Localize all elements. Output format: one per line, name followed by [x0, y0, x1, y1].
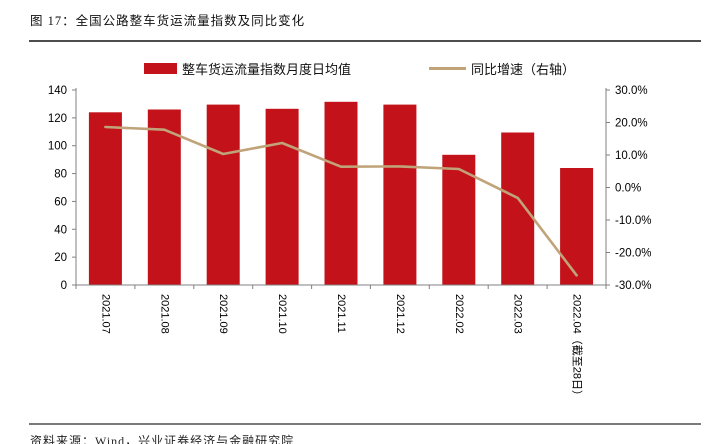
bar-2021.07 — [88, 112, 122, 285]
left-axis-tick-label: 100 — [48, 141, 67, 153]
right-axis-tick-label: -10.0% — [615, 215, 651, 227]
x-axis-category-label: 2022.02 — [453, 294, 465, 334]
right-axis-tick-label: -20.0% — [615, 248, 651, 260]
left-axis-tick-label: 40 — [54, 224, 67, 236]
right-axis-tick-label: -30.0% — [615, 280, 651, 292]
figure-title: 图 17：全国公路整车货运流量指数及同比变化 — [30, 14, 306, 28]
x-axis-category-label: 2022.03 — [512, 294, 524, 334]
right-axis-tick-label: 30.0% — [615, 85, 648, 97]
line-series-swatch — [429, 67, 466, 70]
bar-2022.02 — [442, 154, 476, 285]
bar-2022.04 — [560, 168, 594, 285]
x-axis-category-label: 2021.11 — [335, 294, 347, 333]
right-axis-tick-label: 10.0% — [615, 150, 648, 162]
bar-2021.10 — [265, 108, 299, 285]
line-series-label: 同比增速（右轴） — [471, 62, 576, 77]
legend-item-line-series: 同比增速（右轴） — [429, 59, 575, 78]
x-axis-category-label: 2021.07 — [99, 294, 111, 334]
left-axis-tick-label: 0 — [61, 280, 67, 292]
bar-2021.11 — [324, 101, 358, 285]
source-note: 资料来源：Wind，兴业证券经济与金融研究院 — [30, 434, 295, 444]
yoy-growth-line — [104, 125, 578, 277]
legend-item-bar-series: 整车货运流量指数月度日均值 — [144, 59, 351, 78]
left-axis-tick-label: 20 — [54, 252, 67, 264]
bar-2021.12 — [383, 104, 417, 285]
chart-legend: 整车货运流量指数月度日均值 同比增速（右轴） — [0, 58, 705, 78]
bar-2022.03 — [501, 132, 535, 285]
left-axis-tick-label: 60 — [54, 196, 67, 208]
bar-2021.09 — [206, 104, 240, 285]
right-axis-tick-label: 0.0% — [615, 183, 641, 195]
bar-series-swatch — [144, 63, 177, 74]
x-axis-category-label: 2022.04（截至28日） — [571, 294, 585, 401]
x-axis-category-label: 2021.08 — [158, 294, 170, 334]
x-axis-category-label: 2021.12 — [394, 294, 406, 334]
left-axis-tick-label: 120 — [48, 113, 67, 125]
right-axis-tick-label: 20.0% — [615, 118, 648, 130]
x-axis-category-label: 2021.09 — [217, 294, 229, 334]
left-axis-tick-label: 80 — [54, 169, 67, 181]
title-divider-rule — [29, 40, 701, 42]
bar-series-label: 整车货运流量指数月度日均值 — [182, 62, 352, 77]
bar-2021.08 — [147, 109, 181, 285]
left-axis-tick-label: 140 — [48, 85, 67, 97]
x-axis-category-label: 2021.10 — [276, 294, 288, 334]
bottom-divider-rule — [29, 423, 701, 425]
